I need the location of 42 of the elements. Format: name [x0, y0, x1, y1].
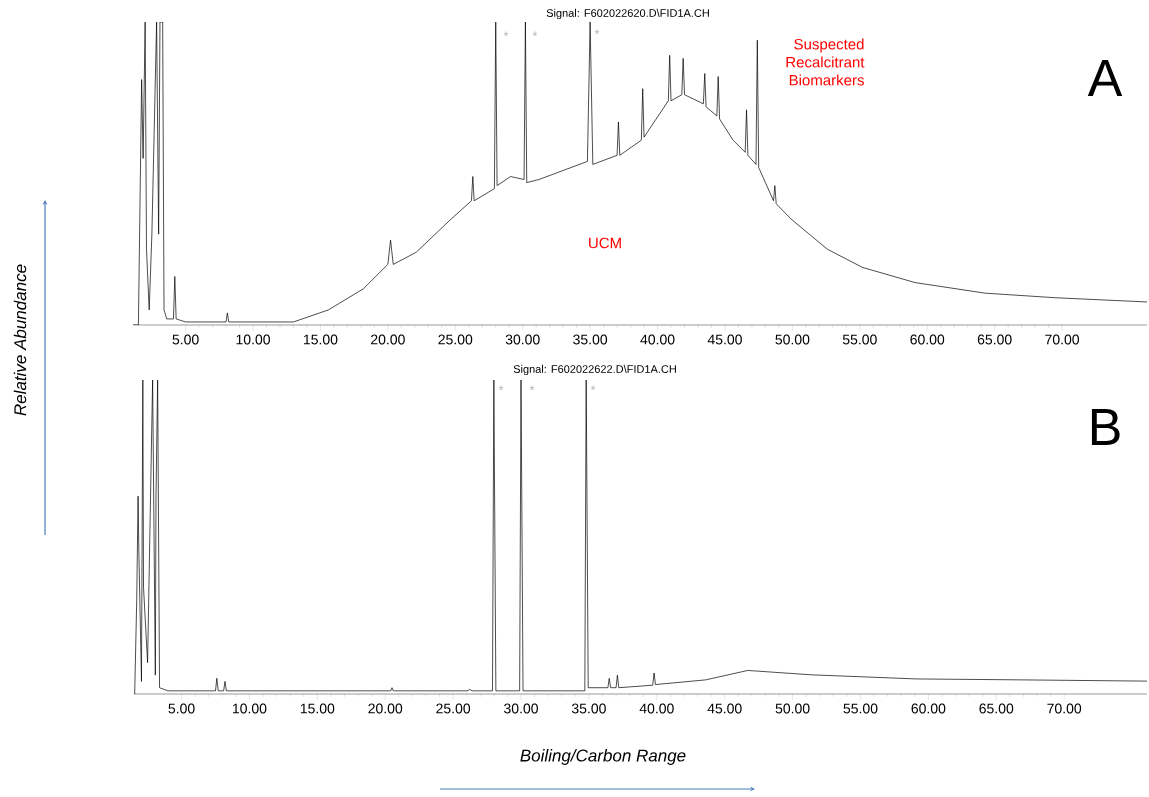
x-tick-label: 60.00 [911, 703, 946, 714]
annotation: * [594, 29, 600, 35]
x-tick-label: 35.00 [573, 334, 608, 345]
x-tick-label: 35.00 [571, 703, 606, 714]
x-tick-label: 5.00 [168, 703, 195, 714]
x-tick-label: 15.00 [303, 334, 338, 345]
x-tick-label: 50.00 [775, 703, 810, 714]
x-tick-label: 45.00 [707, 703, 742, 714]
y-axis-title: Relative Abundance [13, 264, 27, 416]
annotation: * [503, 31, 509, 37]
annotation: * [529, 385, 535, 391]
x-tick-label: 25.00 [438, 334, 473, 345]
x-tick-label: 50.00 [775, 334, 810, 345]
x-tick-label: 10.00 [236, 334, 270, 345]
annotation: A [1087, 60, 1123, 96]
x-tick-label: 20.00 [371, 334, 405, 345]
x-tick-label: 60.00 [910, 334, 945, 345]
annotation: UCM [589, 237, 621, 249]
x-tick-label: 15.00 [300, 703, 335, 714]
x-tick-label: 45.00 [707, 334, 742, 345]
x-tick-label: 25.00 [436, 703, 471, 714]
text: Signal: F602022622.D\FID1A.CH [513, 364, 676, 376]
x-tick-label: 10.00 [232, 703, 267, 714]
x-tick-label: 70.00 [1045, 334, 1080, 345]
x-tick-label: 40.00 [639, 703, 674, 714]
x-tick-label: 5.00 [172, 334, 199, 345]
x-tick-label: 65.00 [977, 334, 1012, 345]
annotation: * [532, 31, 538, 37]
x-tick-label: 30.00 [504, 703, 538, 714]
annotation: B [1091, 409, 1120, 445]
text: Signal: F602022620.D\FID1A.CH [546, 8, 709, 20]
x-tick-label: 55.00 [842, 334, 877, 345]
annotation: Suspected Recalcitrant Biomarkers [786, 38, 865, 86]
x-tick-label: 70.00 [1047, 703, 1082, 714]
annotation: * [498, 385, 504, 391]
x-tick-label: 20.00 [368, 703, 403, 714]
x-tick-label: 55.00 [843, 703, 878, 714]
annotation: * [590, 385, 596, 391]
x-tick-label: 30.00 [505, 334, 540, 345]
x-axis-title: Boiling/Carbon Range [520, 749, 686, 765]
x-tick-label: 40.00 [640, 334, 675, 345]
x-tick-label: 65.00 [979, 703, 1014, 714]
